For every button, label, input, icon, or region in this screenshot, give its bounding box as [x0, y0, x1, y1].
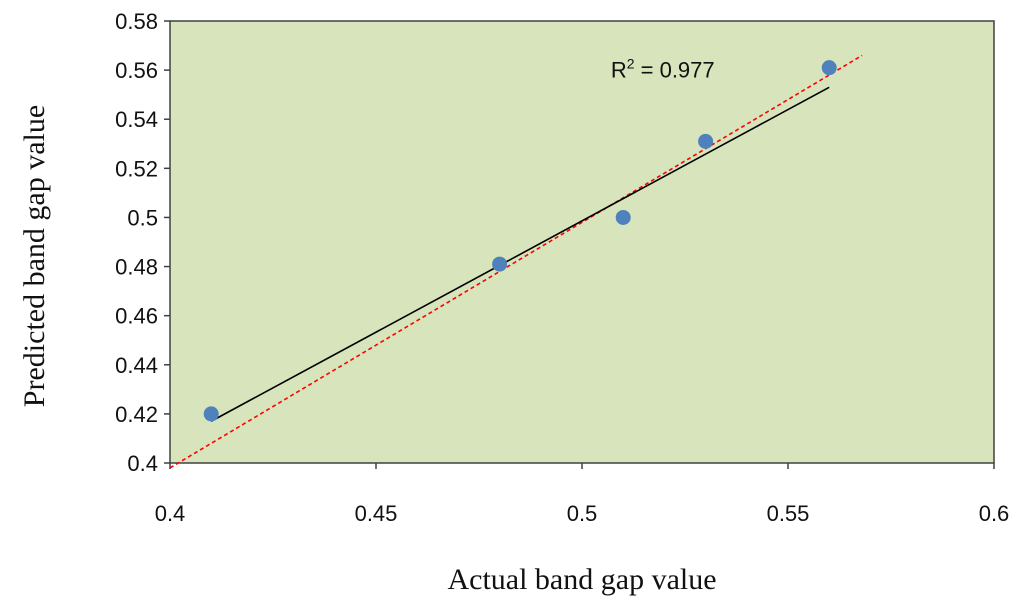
y-tick-label: 0.58	[115, 9, 158, 34]
r-superscript: 2	[627, 55, 635, 71]
r-label: R	[611, 57, 627, 82]
x-tick-label: 0.6	[979, 501, 1010, 526]
y-tick-label: 0.5	[127, 205, 158, 230]
x-tick-label: 0.45	[355, 501, 398, 526]
y-tick-label: 0.48	[115, 255, 158, 280]
data-point	[821, 60, 837, 76]
r-value: = 0.977	[635, 57, 715, 82]
trendline	[210, 86, 830, 422]
reference-line	[169, 54, 863, 469]
y-tick-label: 0.44	[115, 353, 158, 378]
data-point	[615, 209, 631, 225]
y-axis-ticks: 0.4 0.42 0.44 0.46 0.48 0.5 0.52 0.54 0.56 0.58	[115, 9, 170, 476]
x-tick-label: 0.55	[767, 501, 810, 526]
y-tick-label: 0.46	[115, 304, 158, 329]
data-points	[203, 60, 837, 422]
data-point	[203, 406, 219, 422]
y-axis-title: Predicted band gap value	[18, 105, 51, 407]
x-tick-label: 0.4	[155, 501, 186, 526]
data-point	[698, 133, 714, 149]
data-point	[492, 256, 508, 272]
x-axis-title: Actual band gap value	[447, 563, 716, 596]
r-squared-annotation: R2 = 0.977	[611, 55, 715, 82]
x-tick-label: 0.5	[567, 501, 598, 526]
y-tick-label: 0.42	[115, 402, 158, 427]
x-axis-ticks: 0.4 0.45 0.5 0.55 0.6	[155, 463, 1010, 526]
y-tick-label: 0.54	[115, 107, 158, 132]
plot-area	[169, 20, 995, 464]
y-tick-label: 0.52	[115, 156, 158, 181]
y-tick-label: 0.56	[115, 58, 158, 83]
y-tick-label: 0.4	[127, 451, 158, 476]
